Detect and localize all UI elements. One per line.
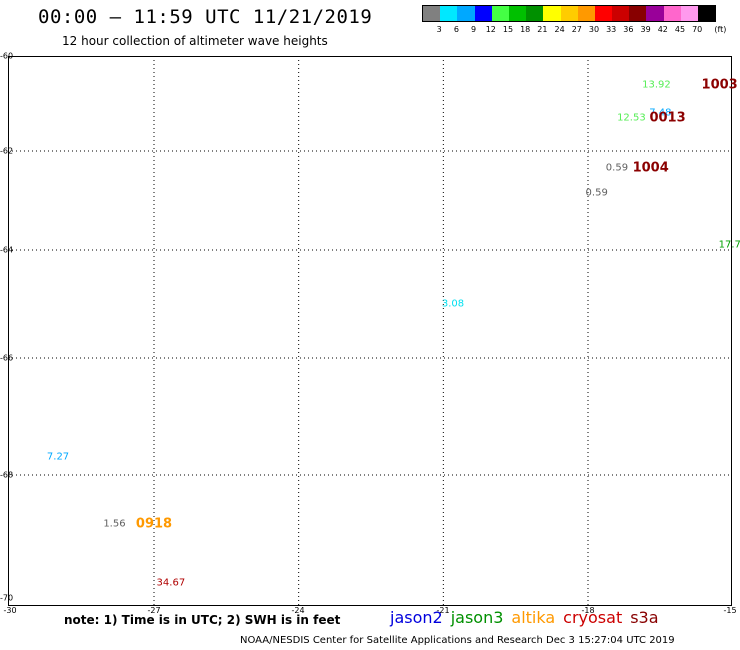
legend-swatch bbox=[526, 6, 544, 21]
latitude-label: -60 bbox=[0, 51, 14, 61]
latitude-label: -70 bbox=[0, 593, 14, 603]
legend-swatch bbox=[423, 6, 441, 21]
legend-label: 18 bbox=[520, 25, 531, 34]
map-title: 00:00 – 11:59 UTC 11/21/2019 bbox=[38, 6, 373, 28]
legend-swatch bbox=[440, 6, 458, 21]
legend-label: 36 bbox=[623, 25, 634, 34]
pass-time-label: 1004 bbox=[632, 160, 669, 176]
wave-height-value: 1.56 bbox=[103, 518, 126, 530]
legend-scale-labels: 3 6 9 12 15 18 21 24 27 30 33 36 39 42 45 70 (ft) bbox=[422, 25, 727, 37]
wave-height-value: 3.08 bbox=[441, 298, 465, 310]
legend-swatch bbox=[646, 6, 664, 21]
longitude-label: -18 bbox=[581, 606, 595, 615]
satellite-cryosat: cryosat bbox=[563, 608, 623, 627]
legend-swatch bbox=[474, 6, 492, 21]
longitude-label: -27 bbox=[147, 606, 161, 615]
legend-label: 30 bbox=[588, 25, 600, 34]
legend-label: 27 bbox=[571, 25, 582, 34]
legend-label: 3 bbox=[436, 25, 442, 34]
credit-line: NOAA/NESDIS Center for Satellite Applica… bbox=[240, 635, 675, 646]
pass-time-label: 0013 bbox=[649, 110, 686, 126]
map-frame bbox=[8, 56, 732, 606]
wave-height-value: 12.53 bbox=[617, 112, 646, 124]
legend-label: 70 bbox=[692, 25, 703, 34]
legend-swatch bbox=[543, 6, 561, 21]
legend-swatch bbox=[680, 6, 698, 21]
latitude-label: -66 bbox=[0, 353, 14, 363]
legend-swatch bbox=[560, 6, 578, 21]
satellite-altika: altika bbox=[511, 608, 556, 627]
legend-label: 45 bbox=[674, 25, 686, 34]
legend-label: 15 bbox=[502, 25, 514, 34]
satellite-s3a: s3a bbox=[630, 608, 659, 627]
longitude-label: -24 bbox=[291, 606, 305, 615]
legend-label: 9 bbox=[471, 25, 477, 34]
legend-swatch bbox=[577, 6, 595, 21]
legend-label: 33 bbox=[606, 25, 617, 34]
pass-time-label: 1003 bbox=[701, 77, 738, 93]
wave-height-value: 0.59 bbox=[605, 162, 629, 174]
pass-time-label: 0918 bbox=[135, 516, 173, 532]
legend-swatch bbox=[594, 6, 613, 21]
longitude-label: -30 bbox=[3, 606, 17, 615]
wave-height-value: 13.92 bbox=[642, 79, 671, 91]
latitude-label: -64 bbox=[0, 245, 14, 255]
legend-swatch bbox=[457, 6, 475, 21]
wave-height-value: 0.59 bbox=[585, 187, 608, 199]
legend-swatch bbox=[508, 6, 527, 21]
wave-height-value: 7.27 bbox=[46, 451, 70, 463]
legend-label: 24 bbox=[554, 25, 565, 34]
longitude-label: -15 bbox=[723, 606, 737, 615]
latitude-label: -68 bbox=[0, 470, 14, 480]
legend-swatch bbox=[663, 6, 681, 21]
legend-swatch bbox=[698, 6, 716, 21]
legend-label: 42 bbox=[657, 25, 668, 34]
legend-color-bar bbox=[422, 5, 717, 22]
legend-label: 39 bbox=[640, 25, 651, 34]
legend-label: 12 bbox=[485, 25, 496, 34]
satellite-jason3: jason3 bbox=[450, 608, 504, 627]
footer-note: note: 1) Time is in UTC; 2) SWH is in fe… bbox=[64, 613, 341, 627]
satellite-jason2: jason2 bbox=[390, 608, 443, 627]
wave-height-color-legend: 3 6 9 12 15 18 21 24 27 30 33 36 39 42 45 70 (ft) bbox=[422, 5, 727, 37]
legend-label: 6 bbox=[453, 25, 459, 34]
legend-label: 21 bbox=[537, 25, 548, 34]
legend-swatch bbox=[629, 6, 647, 21]
legend-swatch bbox=[612, 6, 630, 21]
wave-height-value: 7.48 bbox=[649, 107, 672, 119]
legend-unit: (ft) bbox=[714, 25, 727, 34]
legend-swatch bbox=[491, 6, 509, 21]
longitude-label: -21 bbox=[436, 606, 450, 615]
satellite-legend: jason2 jason3 altika cryosat s3a bbox=[390, 608, 667, 627]
wave-height-value: 34.67 bbox=[156, 577, 186, 589]
latitude-label: -62 bbox=[0, 146, 14, 156]
map-subtitle: 12 hour collection of altimeter wave hei… bbox=[62, 34, 328, 48]
wave-height-value: 17.7 bbox=[718, 239, 740, 251]
